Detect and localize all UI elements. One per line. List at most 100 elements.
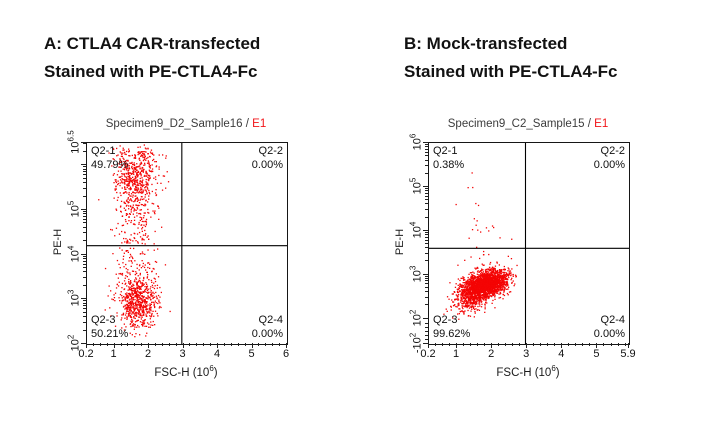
- y-minor-tick: [83, 302, 86, 304]
- plot-a-title-separator: /: [242, 118, 253, 130]
- y-minor-tick: [83, 166, 86, 168]
- y-minor-tick: [83, 168, 86, 170]
- quadrant-id: Q2-3: [433, 314, 458, 326]
- y-major-tick: [423, 343, 428, 344]
- plot-b-title-separator: /: [584, 118, 595, 130]
- quadrant-percent: 0.00%: [593, 158, 625, 171]
- x-major-tick: [491, 343, 493, 348]
- x-tick-label: 6: [282, 348, 290, 360]
- y-minor-tick: [83, 284, 86, 286]
- y-minor-tick: [83, 171, 86, 173]
- y-minor-tick: [83, 277, 86, 278]
- panel-b-heading: B: Mock-transfected Stained with PE-CTLA…: [404, 30, 617, 86]
- x-minor-tick: [106, 343, 108, 346]
- x-minor-tick: [498, 343, 500, 346]
- y-major-tick: [81, 253, 86, 255]
- y-minor-tick: [83, 240, 86, 242]
- x-minor-tick: [120, 343, 122, 346]
- y-minor-tick: [425, 283, 428, 285]
- plot-b-axis-decorations: 0.2 1 2 3 4 5 5.9 106 105 104 103 102 -102: [409, 134, 636, 360]
- panel-a-heading-line1: A: CTLA4 CAR-transfected: [44, 34, 261, 53]
- x-minor-tick: [624, 343, 626, 346]
- y-minor-tick: [83, 232, 86, 234]
- plot-a-gate-tag: E1: [252, 118, 267, 130]
- y-minor-tick: [83, 226, 86, 228]
- y-minor-tick: [425, 242, 428, 244]
- x-minor-tick: [554, 343, 556, 346]
- x-major-tick: [217, 343, 218, 348]
- x-major-tick: [148, 343, 150, 348]
- y-minor-tick: [83, 182, 86, 184]
- x-minor-tick: [168, 343, 170, 346]
- y-tick-label: 103: [408, 265, 424, 282]
- y-major-tick: [81, 164, 86, 166]
- plot-a-scatter-layer: [87, 143, 287, 344]
- y-minor-tick: [83, 218, 86, 220]
- quadrant-id: Q2-2: [258, 145, 283, 157]
- x-minor-tick: [99, 343, 101, 346]
- x-tick-label: 0.2: [78, 348, 94, 360]
- y-minor-tick: [425, 330, 428, 332]
- quadrant-percent: 50.21%: [91, 327, 129, 340]
- y-major-tick: [81, 142, 86, 143]
- x-minor-tick: [134, 343, 136, 346]
- x-minor-tick: [210, 343, 212, 346]
- x-minor-tick: [477, 343, 479, 346]
- y-tick-label: 106: [408, 133, 424, 151]
- quadrant-id: Q2-1: [91, 145, 116, 157]
- plot-b-x-axis-label: FSC-H (106): [428, 364, 628, 379]
- panel-a-heading-line2: Stained with PE-CTLA4-Fc: [44, 62, 258, 81]
- y-minor-tick: [83, 311, 86, 313]
- x-tick-label: 1: [110, 348, 117, 360]
- x-major-tick: [286, 343, 287, 348]
- y-major-tick: [81, 298, 86, 300]
- y-major-tick: [423, 142, 428, 143]
- x-minor-tick: [92, 343, 94, 346]
- y-minor-tick: [425, 231, 428, 233]
- x-label-exponent: 6: [551, 364, 556, 373]
- x-minor-tick: [533, 343, 535, 346]
- x-minor-tick: [512, 343, 514, 346]
- y-minor-tick: [425, 326, 428, 328]
- plot-b-box: Q2-1 0.38% Q2-2 0.00% Q2-3 99.62% Q2-4 0…: [428, 142, 630, 345]
- x-tick-label: 3: [523, 348, 530, 360]
- y-tick-label: 102: [408, 309, 424, 326]
- x-minor-tick: [196, 343, 198, 346]
- y-minor-tick: [425, 275, 428, 277]
- x-minor-tick: [589, 343, 591, 346]
- x-label-close: ): [555, 366, 560, 379]
- x-minor-tick: [230, 343, 232, 346]
- y-minor-tick: [425, 236, 428, 238]
- y-tick-label: -102: [408, 332, 424, 354]
- x-major-tick: [561, 343, 563, 348]
- quadrant-id: Q2-3: [91, 314, 116, 326]
- y-minor-tick: [83, 187, 86, 189]
- x-minor-tick: [141, 343, 143, 346]
- x-minor-tick: [272, 343, 274, 346]
- y-minor-tick: [83, 316, 86, 318]
- x-minor-tick: [568, 343, 570, 346]
- x-minor-tick: [442, 343, 443, 346]
- quadrant-percent: 0.00%: [251, 327, 283, 340]
- x-label-base: FSC-H (10: [154, 366, 210, 379]
- y-minor-tick: [83, 308, 86, 310]
- y-minor-tick: [425, 234, 428, 235]
- plot-a-x-axis-label: FSC-H (106): [86, 364, 286, 379]
- x-major-tick: [113, 343, 115, 348]
- y-minor-tick: [425, 208, 428, 210]
- plot-b-quadrant-label-q2-3: Q2-3 99.62%: [433, 314, 470, 341]
- quadrant-percent: 0.38%: [433, 158, 465, 171]
- x-tick-label: 3: [179, 348, 186, 360]
- x-label-exponent: 6: [209, 364, 214, 373]
- quadrant-percent: 49.79%: [91, 158, 129, 171]
- y-minor-tick: [425, 280, 428, 282]
- x-minor-tick: [237, 343, 239, 346]
- y-major-tick: [423, 317, 428, 319]
- y-tick-label: 105: [408, 177, 424, 195]
- y-minor-tick: [425, 252, 428, 254]
- x-minor-tick: [463, 343, 465, 346]
- quadrant-percent: 0.00%: [251, 158, 283, 171]
- plot-b-quadrant-label-q2-1: Q2-1 0.38%: [433, 145, 464, 172]
- y-minor-tick: [425, 339, 428, 340]
